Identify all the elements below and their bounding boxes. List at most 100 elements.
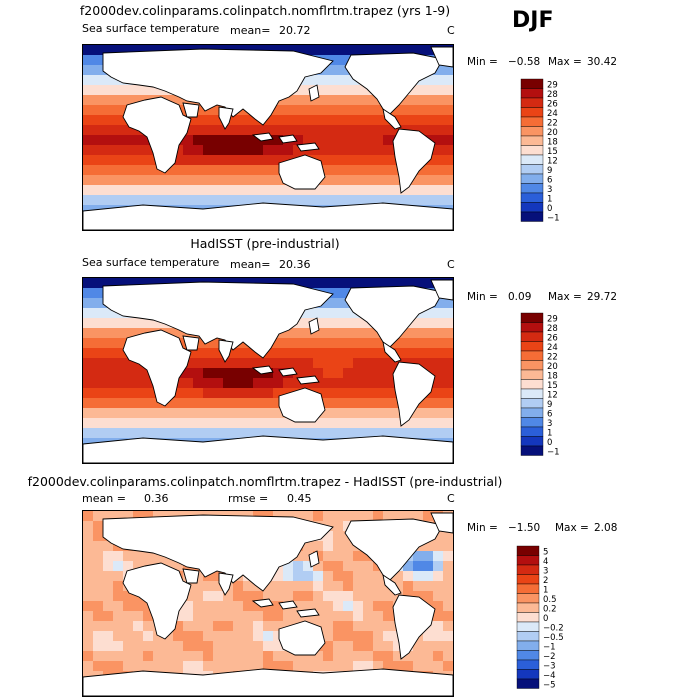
field-cell xyxy=(303,135,314,146)
field-cell xyxy=(373,105,384,116)
field-cell xyxy=(193,348,204,359)
field-cell xyxy=(413,661,424,672)
field-cell xyxy=(363,651,374,662)
colorbar-tick-label: 28 xyxy=(547,90,558,100)
field-cell xyxy=(103,561,114,572)
colorbar-swatch xyxy=(520,331,544,342)
field-cell xyxy=(123,418,134,429)
field-cell xyxy=(243,601,254,612)
min-value: −1.50 xyxy=(508,522,541,534)
field-cell xyxy=(443,408,453,419)
field-cell xyxy=(93,115,104,126)
field-cell xyxy=(123,358,134,369)
field-cell xyxy=(423,551,434,562)
colorbar-swatch xyxy=(520,173,544,184)
field-cell xyxy=(433,631,444,642)
field-cell xyxy=(433,65,444,76)
continent-outline xyxy=(430,279,453,301)
field-cell xyxy=(193,428,204,439)
field-cell xyxy=(103,308,114,319)
field-cell xyxy=(443,651,453,662)
field-cell xyxy=(103,591,114,602)
field-cell xyxy=(83,135,94,146)
field-cell xyxy=(93,358,104,369)
field-cell xyxy=(233,581,244,592)
field-cell xyxy=(413,348,424,359)
field-cell xyxy=(323,631,334,642)
continent-outline xyxy=(122,329,192,407)
field-cell xyxy=(113,368,124,379)
field-cell xyxy=(193,611,204,622)
field-cell xyxy=(433,408,444,419)
field-cell xyxy=(123,175,134,186)
field-cell xyxy=(323,175,334,186)
variable-label: Sea surface temperature xyxy=(82,22,220,35)
field-cell xyxy=(443,388,453,399)
field-cell xyxy=(413,641,424,652)
continent-outline xyxy=(251,365,320,385)
field-cell xyxy=(263,185,274,196)
continent-outline xyxy=(218,572,234,596)
field-cell xyxy=(163,185,174,196)
field-cell xyxy=(283,591,294,602)
colorbar-tick-label: 29 xyxy=(547,315,558,325)
field-cell xyxy=(293,368,304,379)
field-cell xyxy=(133,368,144,379)
field-cell xyxy=(253,611,264,622)
field-cell xyxy=(183,155,194,166)
field-cell xyxy=(203,185,214,196)
field-cell xyxy=(103,398,114,409)
field-cell xyxy=(413,651,424,662)
field-cell xyxy=(443,581,453,592)
field-cell xyxy=(443,318,453,329)
field-cell xyxy=(353,661,364,672)
field-cell xyxy=(273,641,284,652)
field-cell xyxy=(323,368,334,379)
field-cell xyxy=(183,398,194,409)
field-cell xyxy=(313,308,324,319)
field-cell xyxy=(423,571,434,582)
max-label: Max = xyxy=(548,56,582,68)
land-mask xyxy=(83,512,453,696)
field-cell xyxy=(353,398,364,409)
field-cell xyxy=(273,661,284,672)
field-cell xyxy=(443,591,453,602)
field-cell xyxy=(343,388,354,399)
field-cell xyxy=(113,195,124,206)
field-cell xyxy=(283,115,294,126)
field-cell xyxy=(273,125,284,136)
field-cell xyxy=(93,95,104,106)
colorbar-swatch xyxy=(520,88,544,99)
field-cell xyxy=(263,631,274,642)
field-cell xyxy=(373,581,384,592)
field-cell xyxy=(183,165,194,176)
field-cell xyxy=(203,105,214,116)
field-cell xyxy=(223,601,234,612)
field-cell xyxy=(423,185,434,196)
field-cell xyxy=(283,651,294,662)
field-cell xyxy=(253,388,264,399)
field-cell xyxy=(373,185,384,196)
field-cell xyxy=(293,145,304,156)
field-cell xyxy=(433,428,444,439)
field-cell xyxy=(423,318,434,329)
field-cell xyxy=(123,135,134,146)
field-cell xyxy=(363,155,374,166)
field-cell xyxy=(193,661,204,672)
field-cell xyxy=(103,348,114,359)
field-cell xyxy=(413,125,424,136)
field-cell xyxy=(133,601,144,612)
field-cell xyxy=(323,45,334,56)
field-cell xyxy=(393,185,404,196)
colorbar-swatch xyxy=(520,202,544,213)
field-cell xyxy=(353,135,364,146)
field-cell xyxy=(113,338,124,349)
field-cell xyxy=(363,115,374,126)
field-cell xyxy=(243,145,254,156)
field-cell xyxy=(253,631,264,642)
continent-outline xyxy=(102,281,334,359)
field-cell xyxy=(183,641,194,652)
field-cell xyxy=(113,651,124,662)
field-cell xyxy=(413,115,424,126)
field-cell xyxy=(93,428,104,439)
